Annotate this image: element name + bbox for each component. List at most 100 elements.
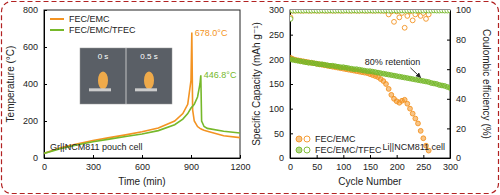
- tick-label: 200: [269, 55, 284, 65]
- tick-label: 20: [456, 124, 466, 134]
- tick: 250: [269, 30, 293, 40]
- annotation: 0 s: [98, 52, 109, 61]
- tick-label: 0: [456, 153, 461, 163]
- tick-mark: [44, 84, 47, 85]
- tick: 300: [269, 5, 293, 15]
- tick-label: 50: [274, 129, 284, 139]
- tick: 200: [390, 155, 405, 172]
- tick-mark: [44, 47, 47, 48]
- peak-label: 446.8°C: [204, 70, 237, 80]
- tick: 200: [23, 116, 47, 126]
- tick-mark: [447, 40, 450, 41]
- tick-mark: [343, 155, 344, 158]
- tick-label: 900: [184, 162, 199, 172]
- tick-mark: [142, 155, 143, 158]
- point: [384, 82, 389, 87]
- legend-symbol: [304, 136, 310, 142]
- holder: [135, 88, 157, 91]
- point: [418, 128, 423, 133]
- annotation: Li||NCM811 cell: [382, 142, 445, 152]
- y-axis-title: Specific Capacity (mAh g⁻¹): [251, 22, 262, 146]
- tick-label: 100: [269, 104, 284, 114]
- chart: 0501001502002503000501001502002503000204…: [251, 5, 492, 187]
- peak-label: 678.0°C: [195, 28, 228, 38]
- tick: 0: [279, 153, 293, 163]
- legend: FEC/EMCFEC/EMC/TFEC: [296, 134, 382, 155]
- inset-divider: [126, 48, 127, 104]
- tick: 150: [269, 79, 293, 89]
- holder: [89, 88, 111, 91]
- tick-mark: [290, 84, 293, 85]
- tick: 250: [416, 155, 431, 172]
- plot-frame: [290, 10, 450, 158]
- tick: 100: [447, 5, 471, 15]
- tick: 400: [23, 79, 47, 89]
- tick-mark: [290, 133, 293, 134]
- tick-label: 200: [23, 116, 38, 126]
- tick-mark: [44, 158, 47, 159]
- tick-label: 1200: [230, 162, 250, 172]
- point: [421, 136, 426, 141]
- tick: 600: [23, 42, 47, 52]
- tick-mark: [240, 155, 241, 158]
- tick-mark: [317, 155, 318, 158]
- legend-label: FEC/EMC/TFEC: [69, 25, 136, 35]
- tick-label: 300: [269, 5, 284, 15]
- tick-label: 0: [279, 153, 284, 163]
- tick-label: 250: [269, 30, 284, 40]
- y-axis-title: Temperature (°C): [5, 46, 16, 123]
- tick: 80: [447, 35, 466, 45]
- tick-label: 100: [456, 5, 471, 15]
- point: [448, 10, 450, 13]
- tick: 200: [269, 55, 293, 65]
- axis-line: [450, 11, 451, 159]
- series-line: [44, 33, 240, 154]
- tick-label: 100: [336, 162, 351, 172]
- point: [290, 16, 293, 21]
- tick-mark: [447, 128, 450, 129]
- point: [413, 116, 418, 121]
- tick-mark: [93, 155, 94, 158]
- tick-mark: [44, 121, 47, 122]
- tick-label: 0: [42, 162, 47, 172]
- point: [410, 111, 415, 116]
- axis-line: [45, 158, 241, 159]
- tick-label: 300: [443, 162, 458, 172]
- tick-label: 40: [456, 94, 466, 104]
- tick-mark: [447, 158, 450, 159]
- plot-frame: [44, 10, 240, 158]
- tick-mark: [370, 155, 371, 158]
- tick-label: 600: [23, 42, 38, 52]
- tick-mark: [447, 69, 450, 70]
- y2-axis: 0 20 40 60 80 100: [447, 5, 471, 163]
- tick-label: 200: [390, 162, 405, 172]
- legend-label: FEC/EMC/TFEC: [315, 145, 382, 155]
- annotation: Gr||NCM811 pouch cell: [50, 142, 143, 152]
- legend-label: FEC/EMC: [69, 14, 110, 24]
- legend: FEC/EMCFEC/EMC/TFEC: [50, 14, 136, 35]
- tick-mark: [191, 155, 192, 158]
- x-axis-title: Cycle Number: [338, 176, 402, 187]
- annotation: 0.5 s: [140, 52, 157, 61]
- tick: 60: [447, 65, 466, 75]
- tick-mark: [447, 99, 450, 100]
- tick: 0: [447, 153, 461, 163]
- tick-label: 300: [86, 162, 101, 172]
- point: [416, 121, 421, 126]
- tick-label: 50: [312, 162, 322, 172]
- tick-label: 150: [269, 79, 284, 89]
- tick: 150: [363, 155, 378, 172]
- point: [424, 16, 429, 21]
- x-axis-title: Time (min): [118, 176, 165, 187]
- legend-symbol: [50, 18, 64, 20]
- tick: 50: [312, 155, 322, 172]
- tick-mark: [44, 10, 47, 11]
- point: [405, 101, 410, 106]
- tick-mark: [290, 158, 293, 159]
- tick: 1200: [230, 155, 250, 172]
- tick-label: 0: [288, 162, 293, 172]
- point: [392, 19, 397, 24]
- tick-label: 600: [135, 162, 150, 172]
- tick-mark: [423, 155, 424, 158]
- point: [405, 14, 410, 19]
